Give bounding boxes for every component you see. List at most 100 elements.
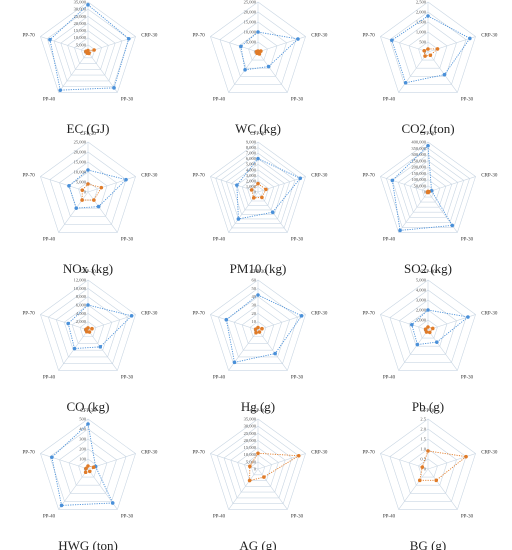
tick-label: 1,000: [416, 30, 427, 36]
data-point-blue-cfp-30: [426, 14, 430, 18]
tick-label: 500: [79, 417, 87, 422]
grid-ring: [399, 21, 457, 77]
grid-ring: [210, 141, 306, 233]
data-point-orange-pp-70: [249, 188, 254, 192]
data-point-orange-cfp-30: [426, 449, 430, 453]
grid-spoke: [58, 468, 89, 510]
data-point-orange-pp-70: [422, 48, 427, 53]
grid-spoke: [398, 329, 429, 371]
series-line-blue: [67, 304, 133, 350]
tick-label: 30,000: [244, 424, 257, 430]
tick-label: 15,000: [74, 160, 87, 166]
axis-label-pp-70: PP-70: [363, 451, 376, 456]
axis-label-pp-70: PP-70: [23, 174, 36, 179]
axis-label-pp-40: PP-40: [383, 97, 396, 102]
tick-label: 5,000: [246, 162, 257, 168]
tick-label: 1.0: [420, 447, 426, 452]
axis-label-pp-40: PP-40: [43, 237, 56, 242]
data-point-blue-pp-70: [410, 322, 414, 327]
data-point-orange-pp-70: [423, 327, 428, 332]
series-line-blue: [411, 309, 469, 346]
grid-ring: [210, 1, 306, 93]
axis-label-pp-40: PP-40: [213, 237, 226, 242]
tick-label: 2,000: [246, 178, 257, 184]
chart-title: Hg (g): [241, 399, 275, 414]
data-point-blue-pp-40: [236, 217, 241, 221]
grid-spoke: [398, 191, 429, 233]
grid-ring: [399, 299, 457, 355]
data-point-blue-pp-70: [390, 178, 395, 183]
axis-label-pp-30: PP-30: [461, 375, 474, 380]
data-point-blue-cfp-30: [86, 303, 90, 307]
axis-label-cfp-30: CFP-30: [250, 132, 266, 137]
grid-ring: [244, 454, 272, 481]
axis-label-pp-70: PP-70: [23, 451, 36, 456]
data-point-orange-pp-70: [84, 49, 88, 54]
chart-title: BG (g): [410, 538, 446, 550]
grid-spoke: [427, 468, 458, 510]
grid-ring: [418, 319, 438, 339]
axis-label-pp-40: PP-40: [43, 97, 56, 102]
data-point-orange-pp-30: [257, 330, 262, 334]
data-point-orange-pp-40: [417, 478, 422, 483]
grid-ring: [220, 152, 296, 224]
tick-label: 60: [252, 278, 257, 283]
chart-title: PM10 (kg): [230, 261, 287, 276]
axis-label-crp-30: CRP-30: [311, 451, 328, 456]
data-point-blue-pp-40: [243, 68, 247, 72]
axis-label-pp-40: PP-40: [383, 237, 396, 242]
tick-label: 6,000: [76, 303, 87, 309]
radar-panel-9: 01,0002,0003,0004,0005,000CFP-30CRP-30PP…: [363, 270, 498, 414]
grid-spoke: [427, 176, 476, 193]
grid-ring: [252, 186, 264, 197]
grid-ring: [59, 161, 117, 217]
tick-label: 3,000: [246, 173, 257, 179]
grid-ring: [418, 458, 438, 478]
tick-label: 20,000: [244, 438, 257, 444]
axis-label-cfp-30: CFP-30: [420, 132, 436, 137]
grid-ring: [408, 31, 448, 69]
radar-panel-5: 01,0002,0003,0004,0005,0006,0007,0008,00…: [193, 132, 328, 276]
data-point-blue-pp-70: [66, 321, 70, 326]
data-point-orange-crp-30: [430, 326, 435, 331]
tick-label: 25,000: [74, 140, 87, 146]
axis-label-pp-30: PP-30: [291, 375, 304, 380]
chart-title: WC (kg): [235, 121, 281, 136]
data-point-orange-cfp-30: [256, 181, 260, 186]
axis-label-pp-30: PP-30: [461, 514, 474, 519]
data-point-orange-pp-40: [423, 54, 427, 58]
tick-label: 2.5: [420, 417, 426, 422]
grid-spoke: [87, 176, 136, 193]
data-point-blue-cfp-30: [256, 156, 260, 161]
data-point-blue-pp-30: [435, 340, 439, 344]
grid-ring: [247, 180, 269, 202]
chart-title: CO2 (ton): [401, 121, 454, 136]
grid-ring: [408, 448, 448, 486]
grid-spoke: [87, 191, 118, 233]
axis-label-pp-70: PP-70: [193, 451, 206, 456]
data-point-orange-crp-30: [264, 187, 268, 192]
data-point-orange-crp-30: [296, 453, 301, 458]
data-point-orange-crp-30: [464, 454, 468, 459]
series-line-blue: [391, 15, 471, 84]
radar-panel-3: 05001,0001,5002,0002,500CFP-30CRP-30PP-3…: [363, 0, 498, 136]
data-point-blue-pp-30: [98, 345, 103, 349]
data-point-orange-pp-70: [425, 190, 430, 194]
tick-label: 250,000: [411, 158, 426, 164]
axis-label-pp-30: PP-30: [291, 514, 304, 519]
tick-label: 20,000: [74, 21, 87, 27]
data-point-orange-pp-40: [251, 196, 256, 200]
tick-label: 2,000: [76, 319, 87, 325]
tick-label: 0: [254, 467, 257, 472]
grid-spoke: [427, 51, 458, 93]
series-line-blue: [51, 423, 114, 506]
data-point-orange-crp-30: [99, 185, 104, 190]
chart-title: AG (g): [239, 538, 276, 550]
data-point-blue-pp-70: [48, 37, 52, 42]
tick-label: 20,000: [244, 10, 257, 16]
grid-ring: [229, 21, 287, 77]
tick-label: 2.0: [420, 427, 426, 432]
axis-label-cfp-30: CFP-30: [250, 409, 266, 414]
tick-label: 4,000: [76, 311, 87, 317]
grid-ring: [71, 312, 105, 344]
